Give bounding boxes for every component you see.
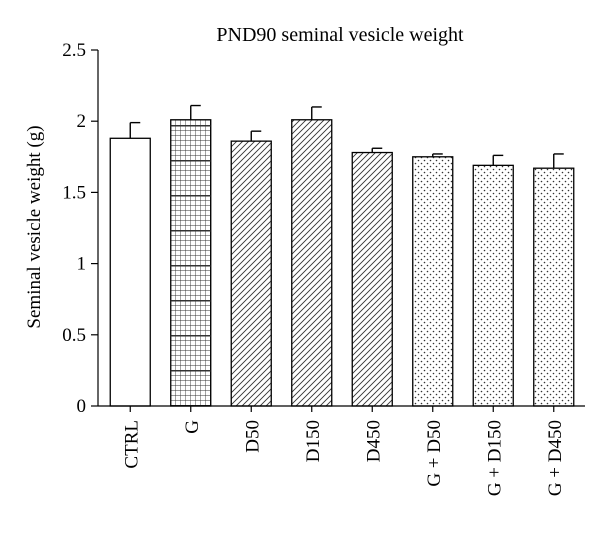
- bar-group: [472, 154, 514, 407]
- bar: [109, 137, 151, 407]
- bar: [533, 167, 575, 407]
- x-tick-label: D450: [363, 420, 384, 462]
- y-tick-label: 2: [77, 111, 87, 132]
- bar: [291, 119, 333, 407]
- x-axis: CTRL G D50 D150 D450 G + D50 G + D150 G + D450: [98, 405, 585, 496]
- x-tick-label: G: [182, 420, 203, 434]
- x-tick-label: D50: [242, 420, 263, 453]
- bar-group: [351, 147, 393, 407]
- bar: [230, 140, 272, 407]
- x-tick-label: D150: [303, 420, 324, 462]
- bar: [472, 164, 514, 407]
- y-tick-label: 0: [77, 396, 87, 417]
- y-tick-label: 0.5: [62, 325, 86, 346]
- bar-group: [230, 130, 272, 407]
- bars: [109, 104, 575, 407]
- bar-group: [170, 104, 212, 407]
- bar-group: [109, 121, 151, 407]
- y-tick-label: 1: [77, 254, 87, 275]
- bar-group: [412, 153, 454, 407]
- bar: [170, 119, 212, 407]
- y-axis-label: Seminal vesicle weight (g): [24, 125, 45, 328]
- y-axis: 0 0.5 1 1.5 2 2.5: [62, 40, 99, 417]
- chart-title: PND90 seminal vesicle weight: [216, 24, 464, 46]
- x-tick-label: G + D450: [545, 420, 566, 496]
- bar: [351, 151, 393, 407]
- x-tick-label: CTRL: [121, 420, 142, 469]
- y-tick-label: 1.5: [62, 182, 86, 203]
- bar-group: [291, 106, 333, 407]
- bar-group: [533, 153, 575, 407]
- y-tick-label: 2.5: [62, 40, 86, 61]
- x-tick-label: G + D150: [484, 420, 505, 496]
- x-tick-label: G + D50: [424, 420, 445, 487]
- bar: [412, 156, 454, 407]
